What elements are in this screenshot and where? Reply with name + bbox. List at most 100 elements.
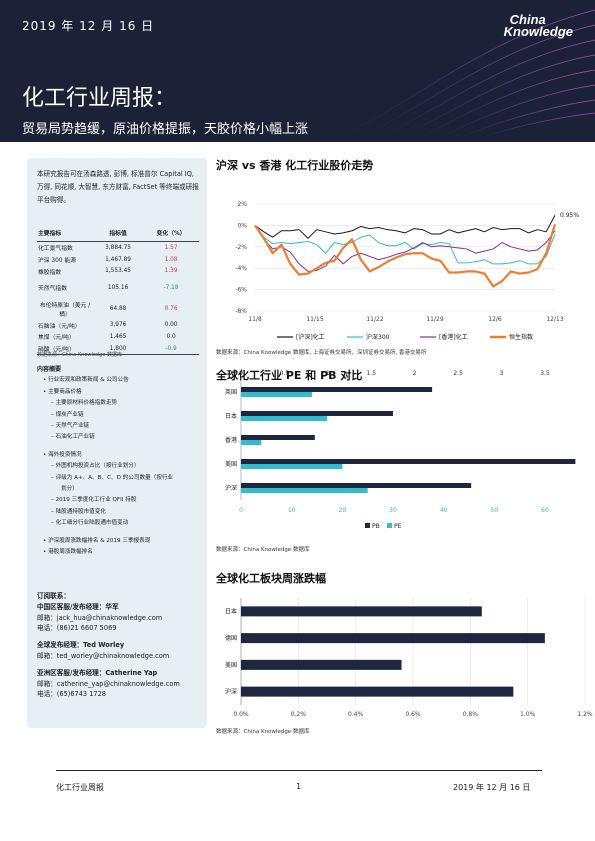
- availability-note: 本研究报告可在汤森路透, 彭博, 标准普尔 Capital IQ, 万得, 同花…: [37, 170, 199, 204]
- chart1-source: 数据来源：China Knowledge 数据库, 上海证券交易所，深圳证券交易…: [216, 350, 427, 356]
- pb-axis-label: 3.5: [540, 370, 550, 377]
- pb-axis-label: 2: [413, 370, 417, 377]
- row-value: 1,465: [109, 333, 127, 340]
- x-tick-label: 0.6%: [405, 711, 421, 718]
- global-email[interactable]: 邮箱：ted_worley@chinaknowledge.com: [37, 651, 170, 660]
- cn-phone: 电话：(86)21 6607 5069: [37, 624, 117, 633]
- chart2-source: 数据来源：China Knowledge 数据库: [216, 547, 310, 553]
- global-manager: 全球发布经理：Ted Worley: [37, 641, 125, 650]
- table-row: 硝酸（元/吨） 1,800 -0.9: [37, 342, 199, 356]
- row-name: 硝酸（元/吨）: [37, 342, 93, 356]
- contents-item: – 陆股通持股市值变化: [51, 508, 106, 515]
- row-value: 64.88: [109, 305, 127, 312]
- x-tick-label: 12/13: [546, 316, 563, 323]
- footer-divider: [56, 770, 542, 771]
- x-tick-label: 1.2%: [577, 711, 593, 718]
- pe-bar: [241, 416, 328, 421]
- x-tick-label: 1.0%: [520, 711, 536, 718]
- category-label: 德国: [225, 634, 237, 642]
- table-row: 天然气指数 105.16 -7.18: [37, 277, 199, 298]
- pe-axis-label: 10: [288, 507, 296, 514]
- row-name: 焦煤（元/吨）: [38, 335, 75, 342]
- x-tick-label: 12/6: [488, 316, 502, 323]
- cn-email[interactable]: 邮箱：jack_hua@chinaknowledge.com: [37, 613, 163, 622]
- asia-phone: 电话：(65)6743 1728: [37, 690, 106, 699]
- row-change: -7.18: [163, 284, 179, 291]
- stock-trend-chart: 2% 0% -2% -4% -6% -8%11/8 11/15 11/22 11/29 12/6 1…: [235, 201, 579, 341]
- report-title: 化工行业周报：: [22, 86, 177, 111]
- brand-logo: China Knowledge: [503, 13, 573, 39]
- chart1-title: 沪深 vs 香港 化工行业股价走势: [216, 159, 374, 172]
- chart2-title: 全球化工行业 PE 和 PB 对比: [216, 369, 363, 382]
- table-row: 橡胶指数 1,553.45 1.39: [37, 266, 199, 278]
- category-label: 沪深: [225, 688, 237, 696]
- pb-bar: [241, 411, 393, 416]
- row-value: 3,884.75: [105, 244, 131, 251]
- contents-item: – 石油化工产业链: [51, 434, 95, 441]
- y-tick-label: 0%: [237, 222, 247, 229]
- logo-line2: Knowledge: [503, 24, 573, 39]
- pe-axis-label: 50: [491, 507, 499, 514]
- pb-bar: [241, 387, 433, 392]
- row-name: 天然气指数: [38, 286, 67, 293]
- series-line: [254, 215, 556, 239]
- row-change: 1.57: [164, 244, 178, 251]
- pb-axis-label: 0.5: [280, 370, 290, 377]
- category-label: 美国: [225, 661, 237, 669]
- end-value-label: 0.95%: [560, 212, 579, 219]
- pe-bar: [241, 488, 368, 493]
- x-tick-label: 11/29: [426, 316, 443, 323]
- report-date: 2019 年 12 月 16 日: [22, 19, 155, 33]
- contents-heading: 内容摘要: [37, 366, 62, 373]
- x-tick-label: 0.8%: [463, 711, 479, 718]
- category-label: 日本: [225, 412, 237, 420]
- row-change: 0.76: [164, 305, 178, 312]
- y-tick-label: -2%: [235, 244, 247, 251]
- x-tick-label: 11/22: [366, 316, 383, 323]
- legend-swatch: [387, 523, 392, 528]
- contents-item: • 沪深股周涨跌幅排名 & 2019 三季报表现: [43, 537, 151, 544]
- asia-email[interactable]: 邮箱：catherine_yap@chinaknowledge.com: [37, 679, 180, 688]
- x-tick-label: 11/15: [306, 316, 323, 323]
- y-tick-label: -4%: [235, 265, 247, 272]
- series-line: [254, 225, 556, 265]
- legend-label: 沪深300: [366, 333, 390, 341]
- row-change: -0.9: [143, 342, 199, 356]
- contents-item: – 煤炭产业链: [51, 411, 84, 418]
- category-label: 香港: [225, 436, 237, 444]
- row-value: 1,467.89: [105, 256, 131, 263]
- legend-label: PB: [372, 523, 380, 530]
- report-subtitle: 贸易局势趋缓，原油价格提振，天胶价格小幅上涨: [22, 122, 309, 137]
- contents-item: – 评级为 A+、A、B、C、D 的公司数量（按行业: [51, 474, 174, 481]
- footer-title: 化工行业周报: [56, 783, 104, 792]
- y-tick-label: -8%: [235, 308, 247, 315]
- contents-item: • 主要商品价格: [43, 388, 82, 395]
- table-row: 石脑油（元/吨） 3,976 0.00: [37, 319, 199, 331]
- bar: [241, 606, 482, 617]
- row-value: 3,976: [109, 322, 127, 329]
- page-number: 1: [296, 782, 302, 791]
- pb-axis-label: 3: [500, 370, 504, 377]
- pb-axis-label: 0: [239, 370, 243, 377]
- x-tick-label: 0.4%: [348, 711, 364, 718]
- col-header-value: 指标值: [93, 224, 144, 242]
- pe-axis-label: 20: [339, 507, 347, 514]
- y-tick-label: -6%: [235, 287, 247, 294]
- table-row: 焦煤（元/吨） 1,465 0.0: [37, 331, 199, 343]
- header-decoration: [329, 9, 595, 142]
- table-row: 化工景气指数 3,884.75 1.57: [37, 242, 199, 254]
- contents-item: • 港股周涨跌幅排名: [43, 549, 93, 556]
- contents-item: – 2019 三季度化工行业 QFII 持股: [51, 497, 137, 504]
- contact-heading: 订阅联系：: [37, 592, 70, 600]
- bar: [241, 633, 545, 644]
- category-label: 沪深: [225, 484, 237, 492]
- legend-swatch: [365, 523, 370, 528]
- contents-item: 划分）: [61, 486, 78, 493]
- pe-bar: [241, 464, 343, 469]
- x-tick-label: 0.0%: [233, 711, 249, 718]
- contact-block: 订阅联系： 中国区客服/发布经理：华军 邮箱：jack_hua@chinakno…: [37, 591, 202, 700]
- sidebar-panel: 本研究报告可在汤森路透, 彭博, 标准普尔 Capital IQ, 万得, 同花…: [27, 158, 207, 728]
- contents-summary: 内容摘要 • 行业宏观和政策新闻 & 公司公告 • 主要商品价格 – 主要原材料价格…: [37, 364, 202, 559]
- row-value: 1,800: [93, 342, 144, 356]
- pb-bar: [241, 435, 315, 440]
